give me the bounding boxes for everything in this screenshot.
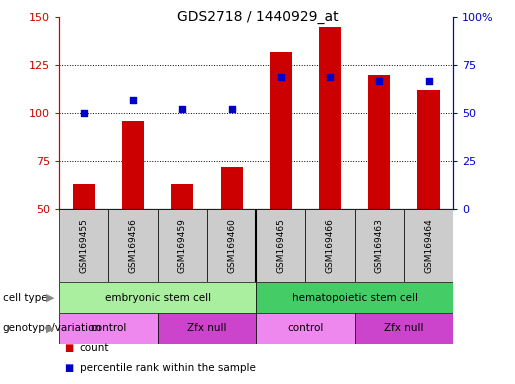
Text: hematopoietic stem cell: hematopoietic stem cell bbox=[291, 293, 418, 303]
Text: Zfx null: Zfx null bbox=[384, 323, 424, 333]
Text: ▶: ▶ bbox=[46, 293, 55, 303]
Point bbox=[326, 74, 334, 80]
Text: ▶: ▶ bbox=[46, 323, 55, 333]
Text: GSM169455: GSM169455 bbox=[79, 218, 89, 273]
Point bbox=[228, 106, 236, 113]
Bar bbox=[109, 209, 158, 282]
Bar bbox=[220, 167, 243, 209]
Text: embryonic stem cell: embryonic stem cell bbox=[105, 293, 211, 303]
Text: GSM169466: GSM169466 bbox=[325, 218, 335, 273]
Bar bbox=[319, 27, 341, 209]
Point bbox=[178, 106, 186, 113]
Bar bbox=[355, 209, 404, 282]
Bar bbox=[270, 52, 292, 209]
Bar bbox=[256, 282, 453, 313]
Bar bbox=[158, 209, 207, 282]
Text: cell type: cell type bbox=[3, 293, 47, 303]
Point bbox=[424, 78, 433, 84]
Point bbox=[129, 97, 137, 103]
Text: GSM169456: GSM169456 bbox=[129, 218, 138, 273]
Bar bbox=[158, 313, 256, 344]
Text: ■: ■ bbox=[64, 343, 74, 353]
Bar bbox=[256, 209, 305, 282]
Text: GSM169464: GSM169464 bbox=[424, 218, 433, 273]
Text: GSM169460: GSM169460 bbox=[227, 218, 236, 273]
Point bbox=[375, 78, 384, 84]
Bar bbox=[418, 90, 440, 209]
Bar bbox=[368, 75, 390, 209]
Text: control: control bbox=[90, 323, 127, 333]
Bar bbox=[256, 313, 355, 344]
Text: ■: ■ bbox=[64, 363, 74, 373]
Bar bbox=[73, 184, 95, 209]
Text: Zfx null: Zfx null bbox=[187, 323, 227, 333]
Bar bbox=[404, 209, 453, 282]
Point bbox=[277, 74, 285, 80]
Text: GSM169459: GSM169459 bbox=[178, 218, 187, 273]
Bar bbox=[207, 209, 256, 282]
Point bbox=[80, 110, 88, 116]
Bar bbox=[305, 209, 355, 282]
Text: percentile rank within the sample: percentile rank within the sample bbox=[80, 363, 256, 373]
Bar bbox=[59, 313, 158, 344]
Text: genotype/variation: genotype/variation bbox=[3, 323, 101, 333]
Text: count: count bbox=[80, 343, 109, 353]
Bar bbox=[59, 209, 109, 282]
Bar bbox=[122, 121, 144, 209]
Bar bbox=[59, 282, 256, 313]
Bar bbox=[171, 184, 194, 209]
Text: GSM169463: GSM169463 bbox=[375, 218, 384, 273]
Bar bbox=[355, 313, 453, 344]
Text: GDS2718 / 1440929_at: GDS2718 / 1440929_at bbox=[177, 10, 338, 23]
Text: GSM169465: GSM169465 bbox=[277, 218, 285, 273]
Text: control: control bbox=[287, 323, 323, 333]
